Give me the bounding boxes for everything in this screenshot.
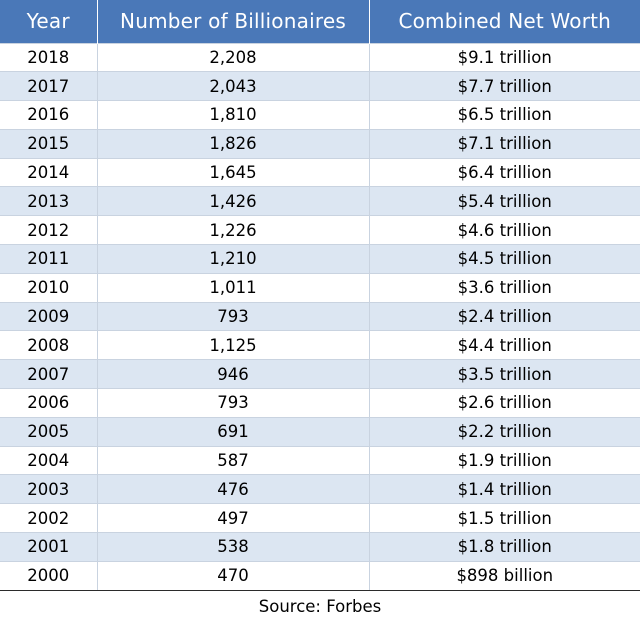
- year-cell: 2012: [0, 215, 98, 246]
- table-row: 2010 1,011 $3.6 trillion: [0, 272, 640, 303]
- net-worth-cell: $4.5 trillion: [368, 244, 640, 274]
- column-header-year: Year: [0, 0, 98, 43]
- year-cell: 2016: [0, 100, 98, 130]
- table-row: 2009 793 $2.4 trillion: [0, 301, 640, 332]
- table-row: 2004 587 $1.9 trillion: [0, 445, 640, 476]
- year-cell: 2000: [0, 560, 98, 591]
- net-worth-cell: $5.4 trillion: [368, 186, 640, 217]
- net-worth-cell: $3.6 trillion: [368, 272, 640, 303]
- table-row: 2016 1,810 $6.5 trillion: [0, 100, 640, 130]
- net-worth-cell: $7.1 trillion: [368, 128, 640, 159]
- net-worth-cell: $1.5 trillion: [368, 503, 640, 534]
- table-row: 2017 2,043 $7.7 trillion: [0, 71, 640, 102]
- net-worth-cell: $2.6 trillion: [368, 388, 640, 418]
- year-cell: 2001: [0, 532, 98, 562]
- net-worth-cell: $6.5 trillion: [368, 100, 640, 130]
- net-worth-cell: $6.4 trillion: [368, 157, 640, 188]
- billionaire-count-cell: 1,210: [96, 244, 370, 274]
- table-row: 2013 1,426 $5.4 trillion: [0, 186, 640, 217]
- billionaire-count-cell: 793: [96, 388, 370, 418]
- net-worth-cell: $1.8 trillion: [368, 532, 640, 562]
- billionaire-count-cell: 1,226: [96, 215, 370, 246]
- billionaire-count-cell: 1,426: [96, 186, 370, 217]
- billionaire-count-cell: 1,810: [96, 100, 370, 130]
- year-cell: 2007: [0, 359, 98, 390]
- billionaire-count-cell: 1,125: [96, 330, 370, 361]
- year-cell: 2006: [0, 388, 98, 418]
- net-worth-cell: $4.6 trillion: [368, 215, 640, 246]
- table-row: 2000 470 $898 billion: [0, 560, 640, 591]
- table-row: 2008 1,125 $4.4 trillion: [0, 330, 640, 361]
- billionaire-count-cell: 2,043: [96, 71, 370, 102]
- net-worth-cell: $3.5 trillion: [368, 359, 640, 390]
- table-row: 2006 793 $2.6 trillion: [0, 388, 640, 418]
- billionaire-count-cell: 587: [96, 445, 370, 476]
- net-worth-cell: $9.1 trillion: [368, 42, 640, 73]
- table-row: 2018 2,208 $9.1 trillion: [0, 42, 640, 73]
- billionaire-count-cell: 476: [96, 474, 370, 505]
- source-caption: Source: Forbes: [258, 597, 382, 616]
- year-cell: 2018: [0, 42, 98, 73]
- year-cell: 2011: [0, 244, 98, 274]
- table-row: 2012 1,226 $4.6 trillion: [0, 215, 640, 246]
- table-row: 2014 1,645 $6.4 trillion: [0, 157, 640, 188]
- billionaire-count-cell: 497: [96, 503, 370, 534]
- billionaire-count-cell: 1,826: [96, 128, 370, 159]
- net-worth-cell: $898 billion: [368, 560, 640, 591]
- column-header-combined-net-worth: Combined Net Worth: [398, 9, 612, 34]
- billionaire-count-cell: 1,645: [96, 157, 370, 188]
- table-row: 2003 476 $1.4 trillion: [0, 474, 640, 505]
- billionaires-table-container: Year Number of Billionaires Combined Net…: [0, 0, 640, 591]
- year-cell: 2003: [0, 474, 98, 505]
- billionaire-count-cell: 538: [96, 532, 370, 562]
- billionaire-count-cell: 793: [96, 301, 370, 332]
- table-row: 2002 497 $1.5 trillion: [0, 503, 640, 534]
- billionaire-count-cell: 946: [96, 359, 370, 390]
- net-worth-cell: $1.4 trillion: [368, 474, 640, 505]
- billionaire-count-cell: 1,011: [96, 272, 370, 303]
- year-cell: 2008: [0, 330, 98, 361]
- table-header: Year Number of Billionaires Combined Net…: [0, 0, 640, 43]
- column-header-number-of-billionaires: Number of Billionaires: [97, 0, 370, 43]
- net-worth-cell: $7.7 trillion: [368, 71, 640, 102]
- year-cell: 2017: [0, 71, 98, 102]
- year-cell: 2013: [0, 186, 98, 217]
- header-row: Year Number of Billionaires Combined Net…: [0, 0, 640, 43]
- year-cell: 2014: [0, 157, 98, 188]
- table-row: 2001 538 $1.8 trillion: [0, 532, 640, 562]
- billionaire-count-cell: 2,208: [96, 42, 370, 73]
- net-worth-cell: $2.2 trillion: [368, 416, 640, 447]
- table-body: 2018 2,208 $9.1 trillion 2017 2,043 $7.7 tril…: [0, 42, 640, 591]
- year-cell: 2009: [0, 301, 98, 332]
- year-cell: 2002: [0, 503, 98, 534]
- table-row: 2011 1,210 $4.5 trillion: [0, 244, 640, 274]
- year-cell: 2005: [0, 416, 98, 447]
- net-worth-cell: $2.4 trillion: [368, 301, 640, 332]
- year-cell: 2015: [0, 128, 98, 159]
- year-cell: 2010: [0, 272, 98, 303]
- billionaires-table: Year Number of Billionaires Combined Net…: [0, 0, 640, 591]
- table-row: 2015 1,826 $7.1 trillion: [0, 128, 640, 159]
- table-row: 2007 946 $3.5 trillion: [0, 359, 640, 390]
- year-cell: 2004: [0, 445, 98, 476]
- table-row: 2005 691 $2.2 trillion: [0, 416, 640, 447]
- billionaire-count-cell: 470: [96, 560, 370, 591]
- net-worth-cell: $1.9 trillion: [368, 445, 640, 476]
- billionaire-count-cell: 691: [96, 416, 370, 447]
- net-worth-cell: $4.4 trillion: [368, 330, 640, 361]
